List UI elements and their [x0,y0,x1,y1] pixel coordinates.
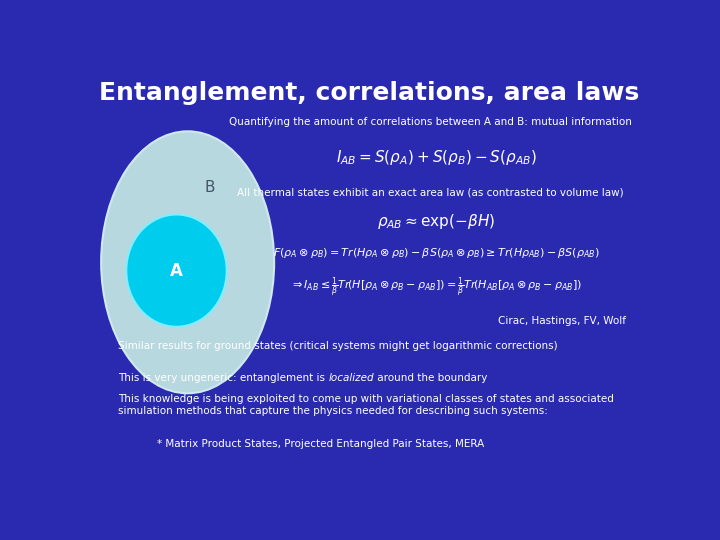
Ellipse shape [101,131,274,393]
Text: * Matrix Product States, Projected Entangled Pair States, MERA: * Matrix Product States, Projected Entan… [157,439,485,449]
Text: around the boundary: around the boundary [374,373,487,383]
Text: $\rho_{AB} \approx \exp(-\beta H)$: $\rho_{AB} \approx \exp(-\beta H)$ [377,212,495,232]
Text: $\Rightarrow I_{AB} \leq \frac{1}{\beta} Tr\!\left(H[\rho_A \otimes \rho_B - \rh: $\Rightarrow I_{AB} \leq \frac{1}{\beta}… [290,276,582,300]
Text: A: A [170,261,183,280]
Text: Cirac, Hastings, FV, Wolf: Cirac, Hastings, FV, Wolf [498,316,626,326]
Text: This knowledge is being exploited to come up with variational classes of states : This knowledge is being exploited to com… [118,394,613,416]
Text: localized: localized [328,373,374,383]
Text: Quantifying the amount of correlations between A and B: mutual information: Quantifying the amount of correlations b… [229,117,632,127]
Text: Similar results for ground states (critical systems might get logarithmic correc: Similar results for ground states (criti… [118,341,557,352]
Text: $I_{AB} = S(\rho_A) + S(\rho_B) - S(\rho_{AB})$: $I_{AB} = S(\rho_A) + S(\rho_B) - S(\rho… [336,148,536,167]
Text: This is very ungeneric: entanglement is: This is very ungeneric: entanglement is [118,373,328,383]
Ellipse shape [126,214,227,327]
Text: Entanglement, correlations, area laws: Entanglement, correlations, area laws [99,82,639,105]
Text: $F(\rho_A \otimes \rho_B) = Tr(H\rho_A \otimes \rho_B) - \beta S(\rho_A \otimes : $F(\rho_A \otimes \rho_B) = Tr(H\rho_A \… [273,246,599,260]
Text: All thermal states exhibit an exact area law (as contrasted to volume law): All thermal states exhibit an exact area… [237,187,624,198]
Text: B: B [204,180,215,195]
